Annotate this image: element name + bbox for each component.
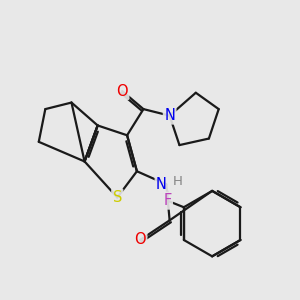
Text: O: O <box>116 84 128 99</box>
Text: N: N <box>156 177 167 192</box>
Text: N: N <box>164 108 175 123</box>
Text: S: S <box>112 190 122 205</box>
Text: O: O <box>116 84 128 99</box>
Text: H: H <box>173 175 183 188</box>
Text: N: N <box>164 108 175 123</box>
Text: F: F <box>163 193 172 208</box>
Text: O: O <box>134 232 146 247</box>
Text: S: S <box>112 190 122 205</box>
Text: F: F <box>163 193 172 208</box>
Text: H: H <box>173 175 183 188</box>
Text: N: N <box>156 177 167 192</box>
Text: O: O <box>134 232 146 247</box>
